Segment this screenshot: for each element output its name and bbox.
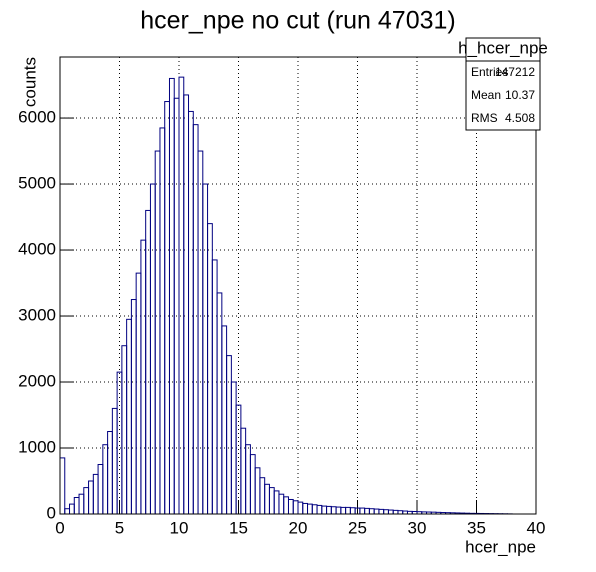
stats-frame — [465, 37, 541, 131]
x-tick-label: 15 — [229, 518, 248, 537]
x-tick-label: 40 — [527, 518, 546, 537]
x-axis-label: hcer_npe — [465, 537, 536, 556]
x-tick-label: 0 — [55, 518, 64, 537]
y-tick-label: 1000 — [18, 437, 56, 456]
stats-value: 10.37 — [505, 88, 535, 102]
stats-label: Entries — [471, 65, 508, 79]
y-tick-label: 6000 — [18, 108, 56, 127]
x-tick-label: 10 — [170, 518, 189, 537]
stats-box: h_hcer_npe Entries 147212 Mean 10.37 RMS… — [458, 37, 548, 131]
x-tick-label: 35 — [467, 518, 486, 537]
y-tick-label: 2000 — [18, 371, 56, 390]
stats-label: Mean — [471, 88, 501, 102]
y-tick-label: 5000 — [18, 174, 56, 193]
stats-value: 4.508 — [505, 111, 535, 125]
y-tick-label: 3000 — [18, 306, 56, 325]
stats-label: RMS — [471, 111, 498, 125]
stats-value: 147212 — [495, 65, 535, 79]
x-tick-label: 25 — [348, 518, 367, 537]
plot-frame — [59, 56, 537, 515]
y-tick-label: 4000 — [18, 240, 56, 259]
x-tick-label: 30 — [408, 518, 427, 537]
y-tick-label: 0 — [47, 503, 56, 522]
stats-title: h_hcer_npe — [458, 38, 548, 57]
plot-area: 0 1000 2000 3000 4000 5000 6000 0 5 10 15 20 25 30 35 4… — [18, 56, 546, 537]
x-tick-label: 20 — [289, 518, 308, 537]
y-axis-label: counts — [20, 57, 39, 107]
chart-title: hcer_npe no cut (run 47031) — [140, 7, 456, 35]
x-tick-label: 5 — [115, 518, 124, 537]
